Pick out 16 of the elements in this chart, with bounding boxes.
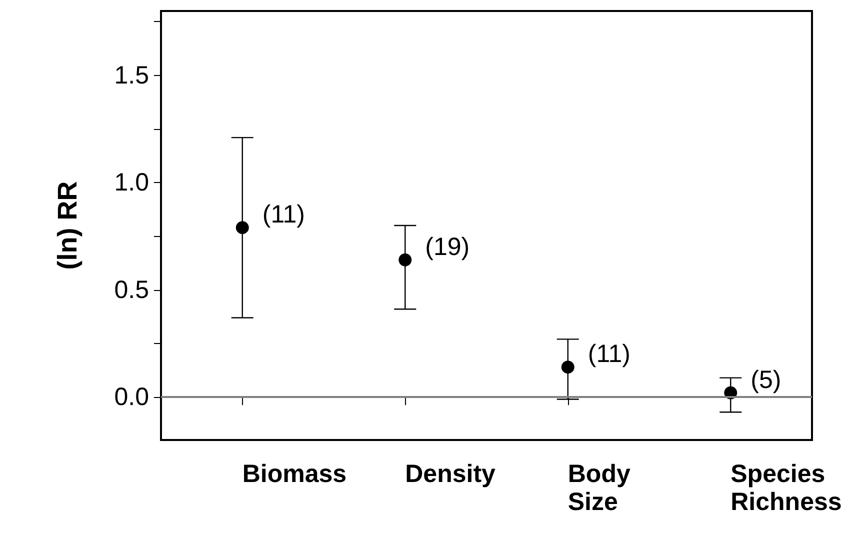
annotation: (5) [750, 366, 782, 394]
y-tick-label: 0.0 [114, 383, 149, 412]
point [236, 221, 249, 234]
x-tick-label: Density [405, 460, 496, 488]
annotation: (11) [588, 340, 630, 368]
y-axis-title: (ln) RR [52, 181, 82, 270]
y-tick-label: 1.0 [114, 168, 149, 197]
point [398, 253, 412, 266]
point [561, 360, 574, 374]
x-tick-label: Body Size [568, 460, 630, 516]
x-tick-label: Biomass [242, 460, 347, 488]
y-tick-label: 0.5 [114, 276, 149, 304]
x-tick-label: Species Richness [730, 460, 842, 516]
annotation: (11) [262, 200, 305, 229]
annotation: (19) [425, 232, 470, 261]
y-tick-label: 1.5 [114, 61, 149, 90]
